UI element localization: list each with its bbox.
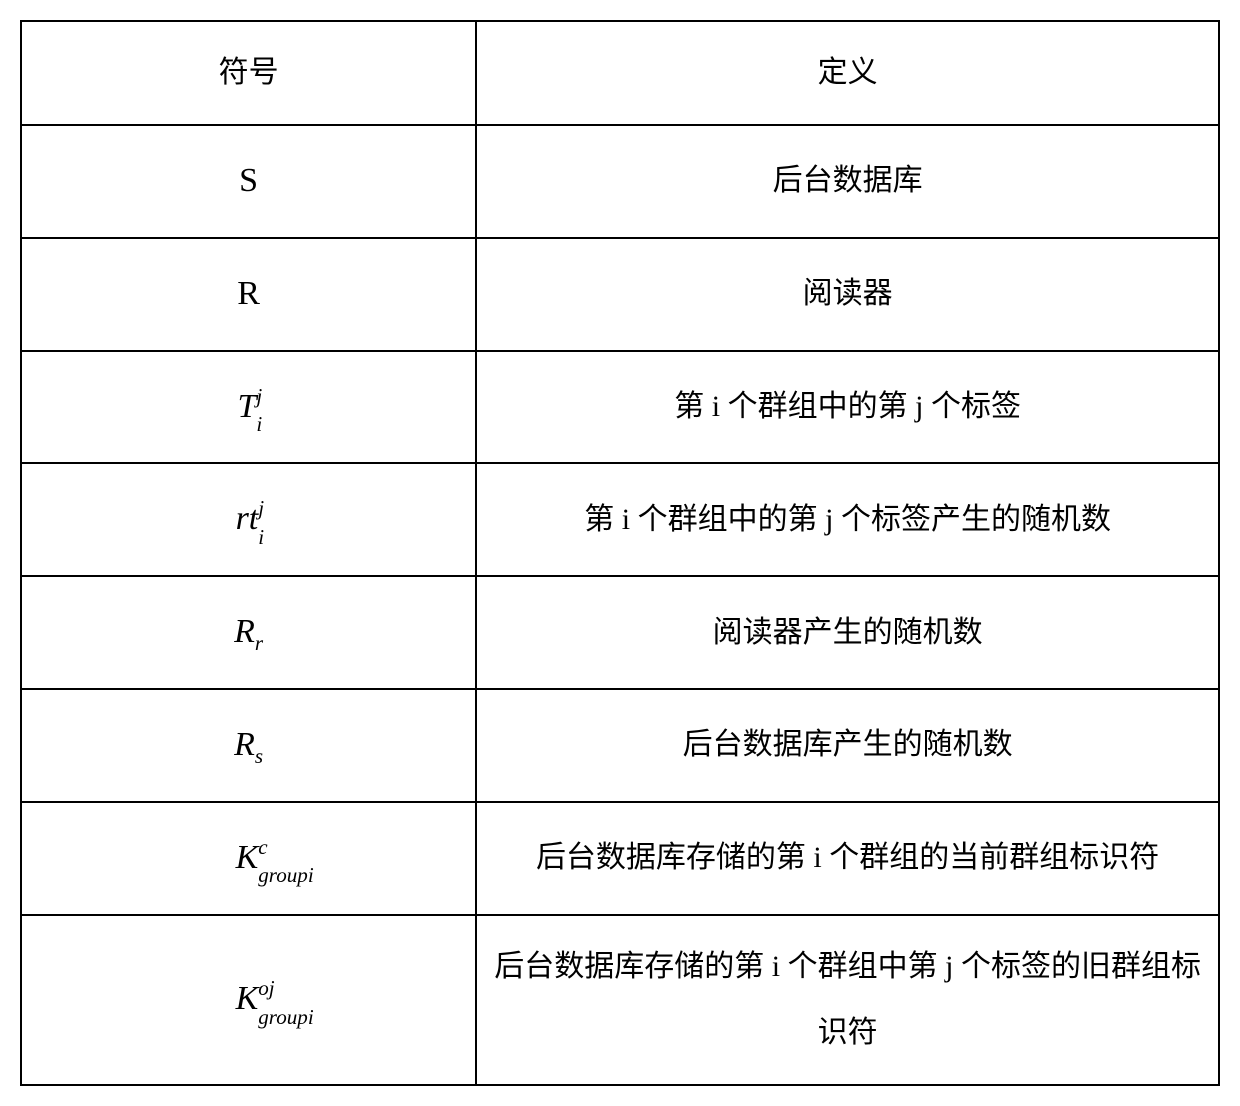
definition-cell: 后台数据库 <box>476 125 1219 238</box>
definition-cell: 后台数据库存储的第 i 个群组中第 j 个标签的旧群组标识符 <box>476 915 1219 1085</box>
header-definition: 定义 <box>476 21 1219 125</box>
symbol-cell: R <box>21 238 476 351</box>
table-row: Tji 第 i 个群组中的第 j 个标签 <box>21 351 1219 464</box>
symbol-cell: Rr <box>21 576 476 689</box>
definition-cell: 第 i 个群组中的第 j 个标签 <box>476 351 1219 464</box>
table-row: Kojgroupi 后台数据库存储的第 i 个群组中第 j 个标签的旧群组标识符 <box>21 915 1219 1085</box>
definition-cell: 后台数据库产生的随机数 <box>476 689 1219 802</box>
definition-cell: 阅读器 <box>476 238 1219 351</box>
symbol-cell: rtji <box>21 463 476 576</box>
symbol-cell: Kcgroupi <box>21 802 476 915</box>
definition-cell: 后台数据库存储的第 i 个群组的当前群组标识符 <box>476 802 1219 915</box>
symbol-table-container: 符号 定义 S 后台数据库 R 阅读器 Tji 第 i 个群组中的第 j 个标签… <box>20 20 1220 1086</box>
definition-cell: 第 i 个群组中的第 j 个标签产生的随机数 <box>476 463 1219 576</box>
table-row: S 后台数据库 <box>21 125 1219 238</box>
symbol-cell: Rs <box>21 689 476 802</box>
table-header-row: 符号 定义 <box>21 21 1219 125</box>
table-row: rtji 第 i 个群组中的第 j 个标签产生的随机数 <box>21 463 1219 576</box>
symbol-cell: Tji <box>21 351 476 464</box>
symbol-definition-table: 符号 定义 S 后台数据库 R 阅读器 Tji 第 i 个群组中的第 j 个标签… <box>20 20 1220 1086</box>
symbol-cell: Kojgroupi <box>21 915 476 1085</box>
table-body: 符号 定义 S 后台数据库 R 阅读器 Tji 第 i 个群组中的第 j 个标签… <box>21 21 1219 1085</box>
symbol-cell: S <box>21 125 476 238</box>
definition-cell: 阅读器产生的随机数 <box>476 576 1219 689</box>
table-row: Rr 阅读器产生的随机数 <box>21 576 1219 689</box>
table-row: R 阅读器 <box>21 238 1219 351</box>
table-row: Kcgroupi 后台数据库存储的第 i 个群组的当前群组标识符 <box>21 802 1219 915</box>
table-row: Rs 后台数据库产生的随机数 <box>21 689 1219 802</box>
header-symbol: 符号 <box>21 21 476 125</box>
